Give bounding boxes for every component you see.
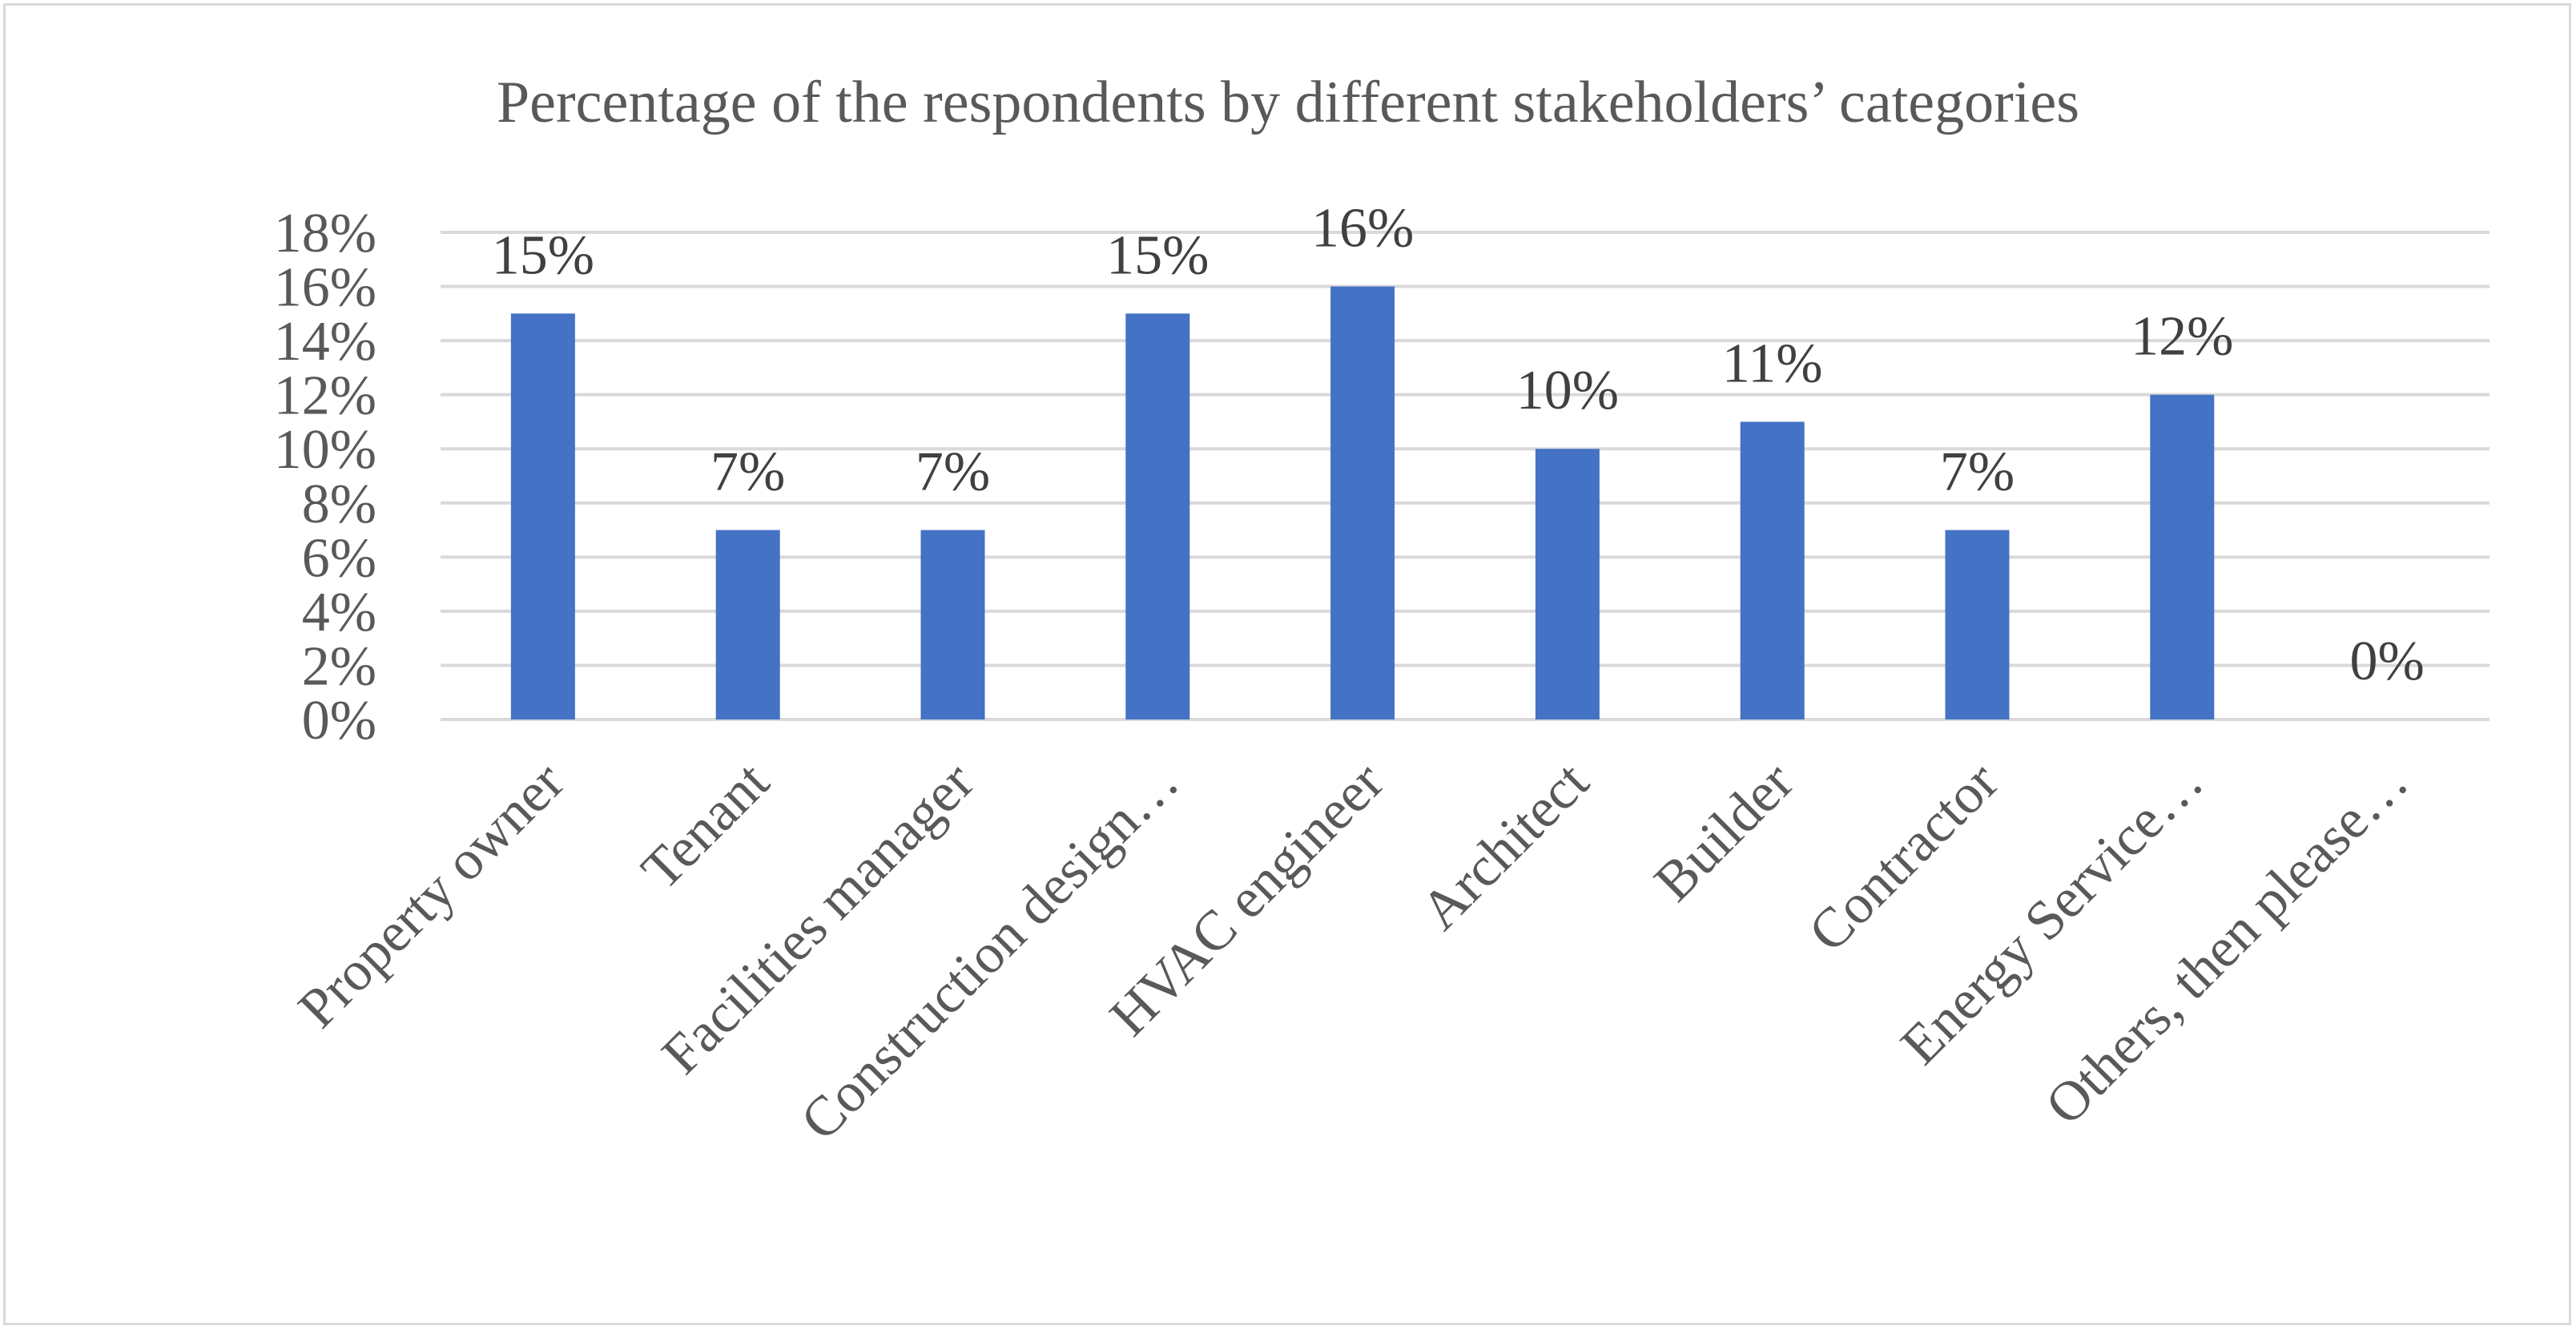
y-tick-label: 16% [274,257,376,319]
data-label: 15% [1106,224,1209,286]
data-label: 15% [492,224,594,286]
chart-title: Percentage of the respondents by differe… [497,70,2079,135]
y-axis-tick-labels: 0%2%4%6%8%10%12%14%16%18% [274,203,376,752]
y-tick-label: 0% [302,690,376,752]
data-label: 7% [1940,441,2015,503]
data-label: 16% [1311,198,1414,260]
data-label: 7% [710,441,785,503]
bar [2150,394,2215,719]
data-label: 10% [1516,360,1619,421]
data-label: 12% [2131,306,2233,368]
bar [715,530,780,719]
x-tick-label: Construction design… [789,751,1190,1152]
data-label: 0% [2349,631,2424,692]
gridlines [441,231,2489,721]
bars [510,286,2215,719]
y-tick-label: 18% [274,203,376,264]
bar [510,313,575,719]
x-tick-label: Property owner [287,751,576,1040]
bar [920,530,985,719]
y-tick-label: 4% [302,582,376,643]
bar [1740,421,1805,719]
data-label: 7% [916,441,990,503]
x-tick-label: Others, then please… [2034,751,2420,1137]
bar [1945,530,2010,719]
x-tick-label: Tenant [630,750,782,901]
y-tick-label: 10% [274,419,376,481]
y-tick-label: 12% [274,365,376,427]
bar [1330,286,1395,719]
bar [1125,313,1190,719]
x-tick-label: Architect [1410,750,1601,941]
x-tick-label: Builder [1643,751,1805,913]
x-tick-label: Contractor [1797,751,2010,964]
y-tick-label: 2% [302,635,376,697]
data-labels: 15% 7% 7% 15% 16% 10% 11% 7% 12% 0% [492,198,2425,692]
bar [1535,449,1600,719]
y-tick-label: 6% [302,527,376,589]
y-tick-label: 14% [274,311,376,373]
data-label: 11% [1722,332,1823,394]
y-tick-label: 8% [302,474,376,535]
